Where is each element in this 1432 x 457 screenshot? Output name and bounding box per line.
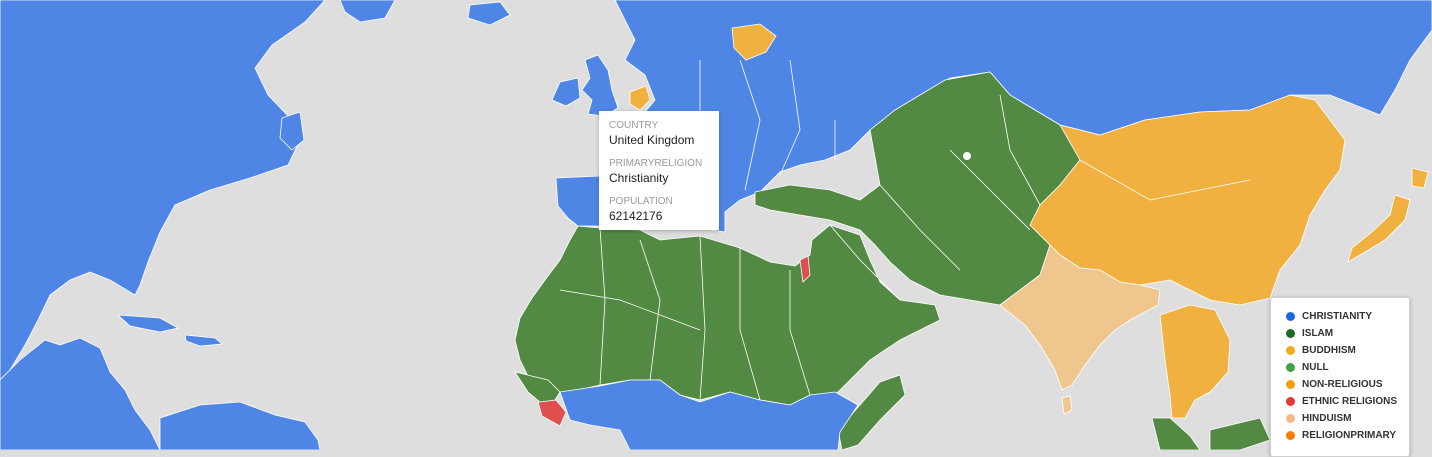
region-japan-north[interactable] <box>1411 167 1429 189</box>
legend-label: ISLAM <box>1302 328 1334 339</box>
legend-item-non-religious[interactable]: NON-RELIGIOUS <box>1286 376 1409 393</box>
region-central-america[interactable] <box>0 337 161 450</box>
region-ireland[interactable] <box>551 77 581 107</box>
legend-label: HINDUISM <box>1302 413 1352 424</box>
region-newfoundland[interactable] <box>279 111 305 151</box>
legend-item-islam[interactable]: ISLAM <box>1286 325 1409 342</box>
region-china[interactable] <box>1029 94 1346 306</box>
region-west-africa[interactable] <box>514 371 561 403</box>
tooltip-religion-value: Christianity <box>609 171 669 185</box>
legend-label: CHRISTIANITY <box>1302 311 1372 322</box>
map-legend: CHRISTIANITY ISLAM BUDDHISM NULL NON-REL… <box>1270 297 1410 457</box>
legend-label: RELIGIONPRIMARY <box>1302 430 1397 441</box>
tooltip-country-value: United Kingdom <box>609 133 695 147</box>
region-japan[interactable] <box>1347 194 1411 263</box>
legend-label: NULL <box>1302 362 1329 373</box>
region-malaysia[interactable] <box>1151 417 1201 450</box>
region-north-america[interactable] <box>0 0 326 381</box>
region-sri-lanka[interactable] <box>1061 395 1073 415</box>
legend-label: NON-RELIGIOUS <box>1302 379 1383 390</box>
legend-dot-icon <box>1286 431 1295 440</box>
legend-item-null[interactable]: NULL <box>1286 359 1409 376</box>
legend-label: BUDDHISM <box>1302 345 1356 356</box>
legend-dot-icon <box>1286 329 1295 338</box>
lake-marker <box>963 152 971 160</box>
country-tooltip: COUNTRY United Kingdom PRIMARYRELIGION C… <box>599 111 719 230</box>
tooltip-religion-label: PRIMARYRELIGION <box>609 158 703 169</box>
region-netherlands[interactable] <box>629 85 651 111</box>
legend-item-hinduism[interactable]: HINDUISM <box>1286 410 1409 427</box>
region-indonesia[interactable] <box>1209 417 1271 450</box>
legend-dot-icon <box>1286 312 1295 321</box>
region-estonia[interactable] <box>731 23 777 61</box>
tooltip-population-label: POPULATION <box>609 196 673 207</box>
region-israel[interactable] <box>799 255 811 283</box>
legend-dot-icon <box>1286 346 1295 355</box>
region-iceland[interactable] <box>467 1 511 26</box>
region-india[interactable] <box>999 244 1161 391</box>
region-caribbean[interactable] <box>116 314 180 333</box>
legend-dot-icon <box>1286 397 1295 406</box>
legend-item-buddhism[interactable]: BUDDHISM <box>1286 342 1409 359</box>
region-south-america[interactable] <box>159 401 321 450</box>
legend-label: ETHNIC RELIGIONS <box>1302 396 1398 407</box>
legend-item-christianity[interactable]: CHRISTIANITY <box>1286 308 1409 325</box>
legend-item-religionprimary[interactable]: RELIGIONPRIMARY <box>1286 427 1409 444</box>
legend-dot-icon <box>1286 380 1295 389</box>
legend-dot-icon <box>1286 363 1295 372</box>
region-canada-islands[interactable] <box>339 0 396 23</box>
region-caribbean-2[interactable] <box>184 334 223 347</box>
legend-dot-icon <box>1286 414 1295 423</box>
region-southeast-asia[interactable] <box>1159 304 1231 419</box>
tooltip-population-value: 62142176 <box>609 209 663 223</box>
tooltip-country-label: COUNTRY <box>609 120 659 131</box>
legend-item-ethnic-religions[interactable]: ETHNIC RELIGIONS <box>1286 393 1409 410</box>
